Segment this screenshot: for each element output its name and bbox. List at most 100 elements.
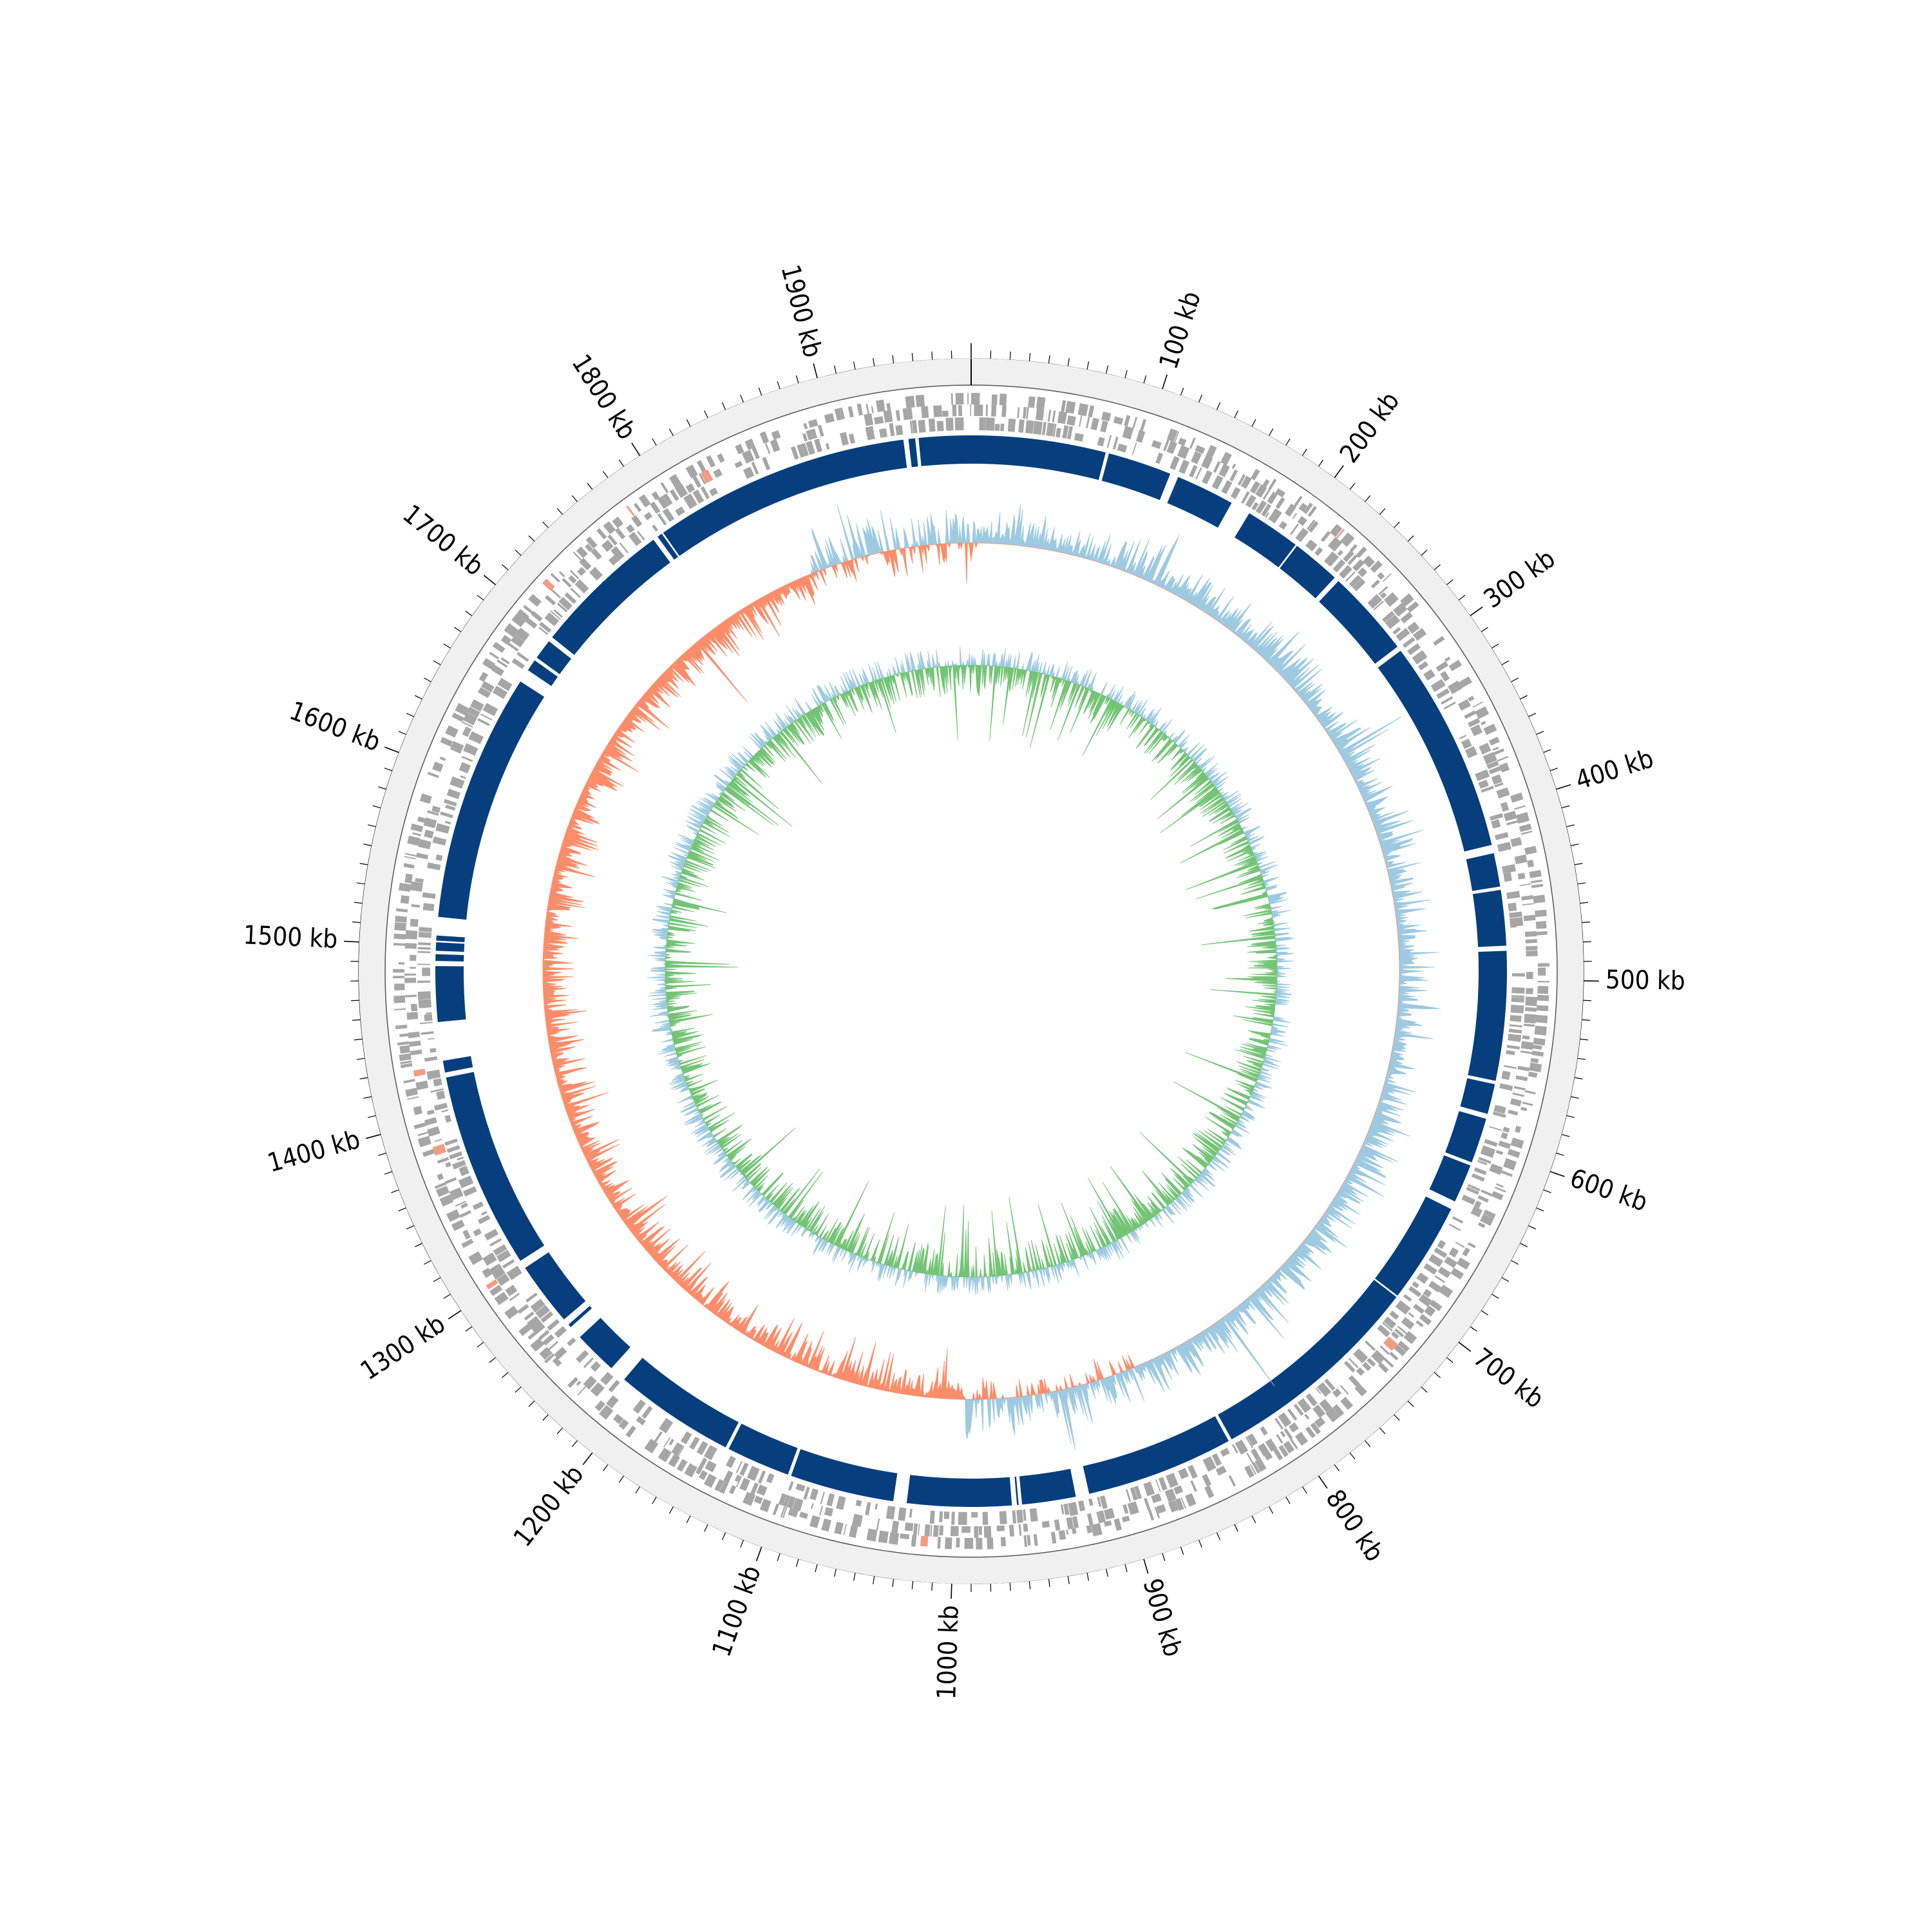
cds-feature xyxy=(1493,748,1505,755)
minor-tick xyxy=(1048,1578,1050,1587)
cds-feature xyxy=(1191,451,1202,464)
cds-feature xyxy=(1467,1242,1476,1249)
minor-tick xyxy=(1393,521,1400,529)
cds-feature xyxy=(486,1279,498,1290)
minor-tick xyxy=(515,549,522,556)
cds-feature xyxy=(477,1215,491,1224)
minor-tick xyxy=(502,1372,509,1378)
major-tick xyxy=(951,1583,952,1599)
cds-feature xyxy=(1218,464,1230,478)
cds-feature xyxy=(408,1031,421,1039)
cds-feature xyxy=(1444,1256,1457,1268)
cds-feature xyxy=(1134,1486,1142,1500)
cds-feature xyxy=(524,1311,535,1321)
cds-feature xyxy=(1126,1489,1132,1502)
cds-feature xyxy=(608,1379,620,1393)
cds-feature xyxy=(437,1157,450,1164)
scale-label: 1100 kb xyxy=(706,1562,766,1661)
cds-feature xyxy=(660,482,669,493)
cds-feature xyxy=(493,1244,507,1256)
cds-feature xyxy=(1354,1383,1367,1397)
cds-feature xyxy=(1298,502,1308,512)
syntenic-block xyxy=(1235,513,1296,567)
cds-feature xyxy=(875,1503,878,1510)
syntenic-block xyxy=(1375,1196,1452,1296)
cds-feature xyxy=(1268,508,1282,524)
cds-feature xyxy=(432,1143,447,1156)
cds-feature xyxy=(1514,854,1528,865)
cds-feature xyxy=(936,421,944,431)
cds-feature xyxy=(1066,1517,1074,1530)
cds-feature xyxy=(1104,1508,1115,1520)
major-tick xyxy=(483,574,497,585)
minor-tick xyxy=(1349,482,1356,490)
cds-feature xyxy=(1054,1519,1061,1531)
cds-feature xyxy=(1520,1050,1532,1054)
syntenic-block xyxy=(1218,1280,1397,1440)
cds-feature xyxy=(393,933,406,940)
minor-tick xyxy=(873,1575,875,1584)
cds-feature xyxy=(1499,1083,1513,1091)
cds-feature xyxy=(1012,1510,1017,1524)
minor-tick xyxy=(1302,448,1307,457)
cds-feature xyxy=(574,579,589,594)
cds-feature xyxy=(978,1526,982,1535)
cds-feature xyxy=(1456,1257,1470,1270)
cds-feature xyxy=(1213,461,1221,473)
cds-feature xyxy=(1293,1403,1304,1416)
cds-feature xyxy=(1317,1382,1332,1397)
minor-tick xyxy=(1180,387,1184,396)
minor-tick xyxy=(931,351,933,360)
cds-feature xyxy=(1525,996,1538,1007)
cds-feature xyxy=(1508,1034,1522,1042)
cds-feature xyxy=(1526,945,1538,951)
cds-feature xyxy=(1195,445,1206,454)
cds-feature xyxy=(603,521,616,535)
cds-feature xyxy=(1201,455,1213,469)
cds-feature xyxy=(1265,512,1269,518)
cds-feature xyxy=(970,404,971,417)
cds-feature xyxy=(446,788,460,799)
cds-feature xyxy=(974,1526,979,1538)
cds-feature xyxy=(1297,516,1307,526)
cds-feature xyxy=(1052,423,1057,437)
cds-feature xyxy=(1050,1531,1057,1544)
cds-feature xyxy=(669,489,679,502)
syntenic-block xyxy=(624,1358,739,1448)
cds-feature xyxy=(538,621,552,633)
cds-feature xyxy=(397,1041,410,1046)
cds-feature xyxy=(1273,1448,1283,1461)
minor-tick xyxy=(1501,660,1510,666)
cds-feature xyxy=(1531,884,1544,889)
minor-tick xyxy=(1519,695,1528,700)
cds-feature xyxy=(1535,909,1547,918)
cds-feature xyxy=(780,1506,786,1518)
syntenic-block xyxy=(435,942,465,952)
cds-feature xyxy=(612,1414,624,1425)
cds-feature xyxy=(1090,417,1099,431)
cds-feature xyxy=(985,404,988,417)
cds-feature xyxy=(1066,415,1076,426)
minor-tick xyxy=(1234,410,1238,419)
cds-feature xyxy=(1529,869,1542,878)
cds-feature xyxy=(698,1457,708,1470)
cds-feature xyxy=(1472,701,1484,708)
scale-label: 300 kb xyxy=(1479,544,1561,614)
cds-feature xyxy=(1068,1502,1079,1517)
cds-feature xyxy=(417,816,426,823)
cds-feature xyxy=(1448,659,1463,672)
cds-feature xyxy=(1483,723,1497,735)
cds-feature xyxy=(1363,555,1375,568)
cds-feature xyxy=(834,1521,844,1535)
cds-feature xyxy=(905,395,915,408)
minor-tick xyxy=(542,521,549,529)
cds-feature xyxy=(806,440,815,455)
cds-feature xyxy=(1166,440,1177,454)
cds-feature xyxy=(636,1416,646,1426)
gc-content-positive xyxy=(542,504,1441,1450)
minor-tick xyxy=(477,594,484,601)
cds-feature xyxy=(771,430,781,440)
cds-feature xyxy=(632,1399,646,1414)
cds-feature xyxy=(1481,1189,1493,1197)
